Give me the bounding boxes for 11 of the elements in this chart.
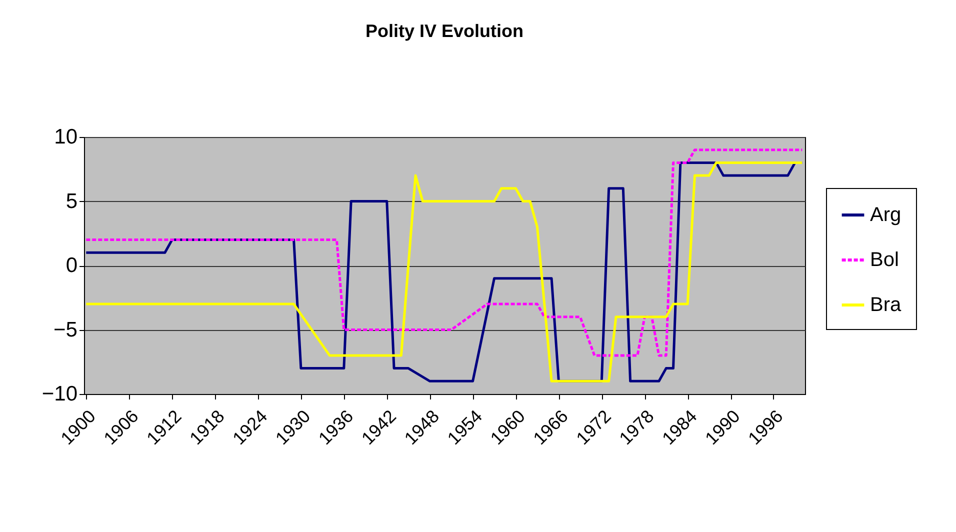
y-tick-label: 5 (66, 190, 78, 213)
y-tick-label: 10 (54, 126, 78, 148)
chart-title: Polity IV Evolution (365, 21, 524, 41)
y-tick-label: −10 (42, 382, 78, 406)
line-series (84, 161, 804, 382)
legend-label: Bra (870, 294, 902, 316)
legend-label: Bol (870, 249, 899, 271)
y-tick-label: 0 (66, 254, 78, 277)
line-series (84, 148, 804, 357)
legend-label: Arg (870, 204, 902, 226)
y-tick-label: −5 (54, 318, 78, 342)
